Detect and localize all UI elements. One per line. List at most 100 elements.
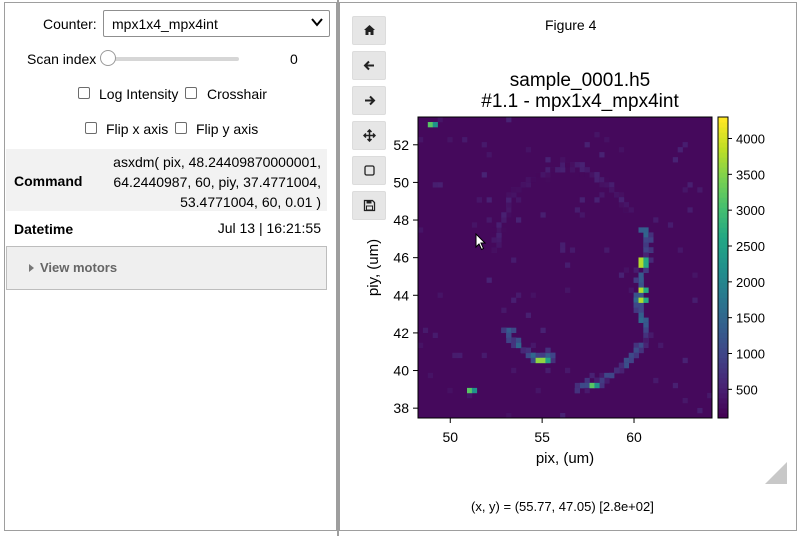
left-faint-arc-pixel bbox=[516, 187, 522, 193]
left-faint-arc-pixel bbox=[609, 182, 615, 188]
back-button[interactable] bbox=[352, 51, 386, 80]
noise-pixel bbox=[584, 142, 590, 148]
command-label: Command bbox=[14, 173, 83, 189]
noise-pixel bbox=[579, 197, 585, 203]
y-tick-label: 42 bbox=[393, 325, 409, 341]
right-arc-pixel bbox=[643, 227, 649, 233]
command-value: asxdm( pix, 48.24409870000001, 64.244098… bbox=[113, 152, 321, 212]
noise-pixel bbox=[682, 397, 688, 404]
lower-right-arc-pixel bbox=[574, 387, 580, 394]
noise-pixel bbox=[618, 147, 625, 153]
lower-right-arc-pixel bbox=[628, 352, 634, 359]
right-arc-pixel bbox=[643, 247, 649, 253]
left-faint-arc-pixel bbox=[545, 177, 551, 183]
lower-right-arc-pixel bbox=[633, 352, 639, 359]
resize-handle[interactable] bbox=[765, 462, 787, 484]
colorbar-segment bbox=[718, 132, 728, 138]
noise-pixel bbox=[560, 247, 566, 253]
crosshair-checkbox[interactable] bbox=[185, 87, 197, 99]
left-faint-arc-pixel bbox=[501, 217, 507, 223]
left-faint-arc-pixel bbox=[506, 202, 512, 208]
colorbar-segment bbox=[718, 372, 728, 379]
right-arc-pixel bbox=[633, 307, 639, 313]
noise-pixel bbox=[677, 147, 683, 153]
colorbar-segment bbox=[718, 392, 728, 399]
crosshair-label: Crosshair bbox=[207, 86, 267, 102]
noise-pixel bbox=[682, 357, 688, 364]
y-tick-label: 40 bbox=[393, 363, 409, 379]
lower-left-arc-pixel bbox=[506, 332, 512, 339]
flip-x-label: Flip x axis bbox=[106, 121, 169, 137]
colorbar-segment bbox=[718, 237, 728, 243]
flip-x-checkbox[interactable] bbox=[85, 122, 97, 134]
noise-pixel bbox=[457, 352, 463, 359]
lower-right-arc-pixel bbox=[604, 372, 610, 379]
left-faint-arc-pixel bbox=[506, 192, 512, 198]
noise-pixel bbox=[692, 272, 698, 278]
lower-left-arc-pixel bbox=[511, 342, 517, 349]
colorbar-segment bbox=[718, 287, 728, 294]
lower-right-arc-pixel bbox=[648, 332, 654, 339]
noise-pixel bbox=[599, 192, 605, 198]
right-arc-pixel bbox=[643, 327, 649, 334]
view-motors-toggle[interactable]: View motors bbox=[6, 246, 327, 290]
lower-left-arc-pixel bbox=[530, 352, 536, 359]
pan-button[interactable] bbox=[352, 121, 386, 150]
home-button[interactable] bbox=[352, 16, 386, 45]
lower-right-arc-pixel bbox=[628, 357, 634, 364]
command-line: 53.4771004, 60, 0.01 ) bbox=[180, 194, 321, 210]
lower-left-arc-pixel bbox=[545, 352, 551, 359]
counter-select[interactable]: mpx1x4_mpx4int bbox=[103, 10, 330, 37]
noise-pixel bbox=[530, 342, 536, 349]
colorbar-segment bbox=[718, 402, 728, 409]
noise-pixel bbox=[560, 242, 566, 248]
zoom-rect-button[interactable] bbox=[352, 156, 386, 185]
noise-pixel bbox=[462, 137, 468, 143]
noise-pixel bbox=[447, 387, 453, 394]
lower-right-arc-pixel bbox=[618, 367, 625, 374]
right-arc-pixel bbox=[638, 292, 644, 298]
panel-divider[interactable] bbox=[337, 0, 339, 536]
left-faint-arc-pixel bbox=[579, 167, 585, 173]
noise-pixel bbox=[516, 217, 522, 223]
forward-button[interactable] bbox=[352, 86, 386, 115]
left-faint-arc-pixel bbox=[569, 162, 576, 168]
y-tick-label: 50 bbox=[393, 174, 409, 190]
noise-pixel bbox=[633, 267, 639, 273]
datetime-label: Datetime bbox=[14, 221, 74, 237]
left-faint-arc-pixel bbox=[545, 172, 551, 178]
scan-index-slider-thumb[interactable] bbox=[100, 50, 116, 66]
save-button[interactable] bbox=[352, 191, 386, 220]
colorbar-segment bbox=[718, 382, 728, 389]
scan-index-slider-track[interactable] bbox=[111, 57, 239, 61]
flip-y-checkbox[interactable] bbox=[175, 122, 187, 134]
plot-title-line1: sample_0001.h5 bbox=[509, 70, 651, 91]
figure-window-title: Figure 4 bbox=[545, 17, 597, 33]
noise-pixel bbox=[486, 152, 492, 158]
log-intensity-checkbox[interactable] bbox=[78, 87, 90, 99]
colorbar-segment bbox=[718, 222, 728, 228]
left-faint-arc-pixel bbox=[516, 197, 522, 203]
right-arc-pixel bbox=[633, 292, 639, 298]
left-faint-arc-pixel bbox=[560, 162, 566, 168]
plot-frame bbox=[417, 116, 713, 419]
colorbar-segment bbox=[718, 282, 728, 289]
colorbar-segment bbox=[718, 352, 728, 359]
noise-pixel bbox=[476, 197, 482, 203]
left-faint-arc-pixel bbox=[618, 197, 625, 203]
noise-pixel bbox=[697, 407, 703, 414]
hotspot-pixel bbox=[643, 287, 649, 293]
plot-title-line2: #1.1 - mpx1x4_mpx4int bbox=[481, 91, 679, 112]
left-faint-arc-pixel bbox=[496, 227, 502, 233]
hotspot-pixel bbox=[535, 357, 541, 364]
left-faint-arc-pixel bbox=[618, 192, 625, 198]
mouse-cursor-icon bbox=[475, 233, 487, 251]
noise-pixel bbox=[516, 292, 522, 298]
colorbar-segment bbox=[718, 362, 728, 369]
hotspot-pixel bbox=[638, 287, 644, 293]
lower-left-arc-pixel bbox=[506, 337, 512, 344]
right-arc-pixel bbox=[648, 257, 654, 263]
hotspot-pixel bbox=[638, 262, 644, 268]
noise-pixel bbox=[672, 157, 678, 163]
